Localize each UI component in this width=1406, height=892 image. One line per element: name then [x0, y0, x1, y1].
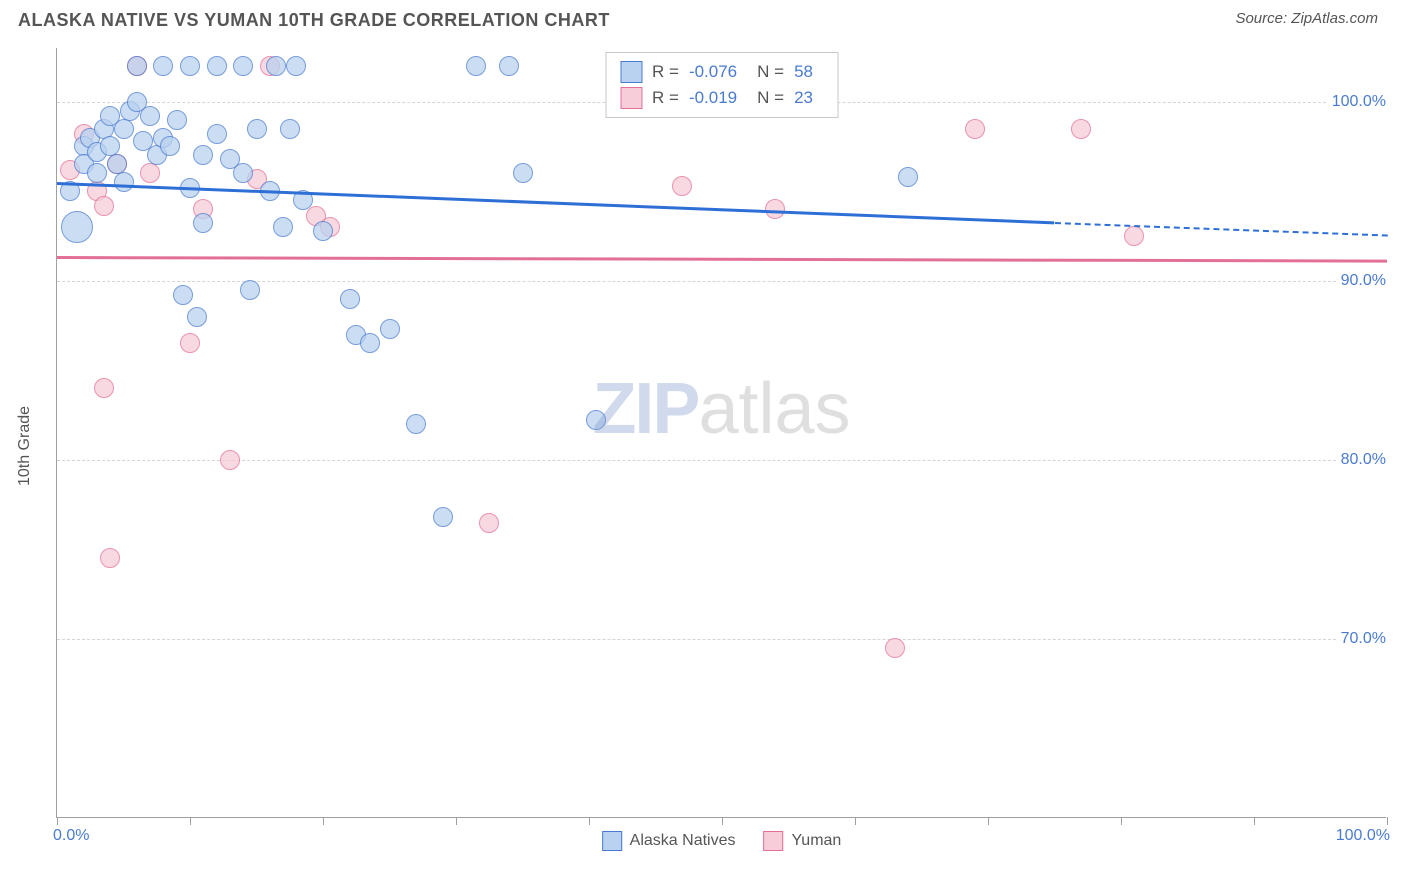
r-value-a: -0.076 [689, 62, 737, 82]
scatter-point-a [173, 285, 193, 305]
scatter-point-a [898, 167, 918, 187]
scatter-point-a [499, 56, 519, 76]
scatter-point-a [266, 56, 286, 76]
scatter-point-a [87, 163, 107, 183]
swatch-a-icon [602, 831, 622, 851]
r-value-b: -0.019 [689, 88, 737, 108]
scatter-point-a [180, 56, 200, 76]
scatter-point-a [466, 56, 486, 76]
scatter-point-a [193, 213, 213, 233]
y-tick-label: 90.0% [1337, 272, 1390, 290]
scatter-point-a [360, 333, 380, 353]
x-tick [855, 817, 856, 825]
scatter-point-a [240, 280, 260, 300]
gridline [57, 460, 1386, 461]
n-value-a: 58 [794, 62, 813, 82]
scatter-point-a [193, 145, 213, 165]
scatter-point-b [94, 196, 114, 216]
scatter-point-a [153, 56, 173, 76]
source-attribution: Source: ZipAtlas.com [1235, 10, 1378, 27]
scatter-point-a [140, 106, 160, 126]
x-tick [323, 817, 324, 825]
swatch-a-icon [620, 61, 642, 83]
scatter-point-a [433, 507, 453, 527]
x-tick [1254, 817, 1255, 825]
scatter-point-a [114, 119, 134, 139]
y-tick-label: 70.0% [1337, 630, 1390, 648]
scatter-point-b [94, 378, 114, 398]
legend-item-b: Yuman [764, 831, 842, 851]
scatter-point-b [180, 333, 200, 353]
scatter-point-a [160, 136, 180, 156]
x-axis-min-label: 0.0% [53, 827, 89, 845]
scatter-point-b [220, 450, 240, 470]
y-axis-title: 10th Grade [16, 406, 34, 486]
y-tick-label: 80.0% [1337, 451, 1390, 469]
x-axis-max-label: 100.0% [1336, 827, 1390, 845]
x-tick [1387, 817, 1388, 825]
x-tick [57, 817, 58, 825]
legend-label-b: Yuman [792, 832, 842, 850]
scatter-point-b [1124, 226, 1144, 246]
scatter-point-b [1071, 119, 1091, 139]
trendline-b [57, 256, 1387, 263]
x-tick [456, 817, 457, 825]
scatter-point-a [247, 119, 267, 139]
watermark: ZIPatlas [592, 368, 850, 450]
chart-title: ALASKA NATIVE VS YUMAN 10TH GRADE CORREL… [18, 10, 610, 31]
legend-item-a: Alaska Natives [602, 831, 736, 851]
scatter-point-b [672, 176, 692, 196]
scatter-point-a [340, 289, 360, 309]
scatter-point-a [273, 217, 293, 237]
scatter-point-a [280, 119, 300, 139]
gridline [57, 639, 1386, 640]
series-legend: Alaska Natives Yuman [602, 831, 842, 851]
x-tick [722, 817, 723, 825]
y-tick-label: 100.0% [1328, 93, 1390, 111]
trendline-a-extrapolated [1054, 222, 1387, 237]
scatter-point-a [207, 56, 227, 76]
x-tick [1121, 817, 1122, 825]
x-tick [988, 817, 989, 825]
scatter-point-b [100, 548, 120, 568]
scatter-point-a [114, 172, 134, 192]
legend-label-a: Alaska Natives [630, 832, 736, 850]
scatter-point-b [479, 513, 499, 533]
scatter-point-a [513, 163, 533, 183]
scatter-point-a [167, 110, 187, 130]
swatch-b-icon [620, 87, 642, 109]
swatch-b-icon [764, 831, 784, 851]
scatter-point-a [207, 124, 227, 144]
scatter-point-b [140, 163, 160, 183]
scatter-point-a [380, 319, 400, 339]
scatter-point-a [286, 56, 306, 76]
stats-legend-row-a: R = -0.076 N = 58 [620, 59, 823, 85]
scatter-point-a [586, 410, 606, 430]
stats-legend-row-b: R = -0.019 N = 23 [620, 85, 823, 111]
n-value-b: 23 [794, 88, 813, 108]
chart-plot-area: ZIPatlas R = -0.076 N = 58 R = -0.019 N … [56, 48, 1386, 818]
x-tick [589, 817, 590, 825]
stats-legend: R = -0.076 N = 58 R = -0.019 N = 23 [605, 52, 838, 118]
scatter-point-b [885, 638, 905, 658]
scatter-point-a [233, 163, 253, 183]
x-tick [190, 817, 191, 825]
scatter-point-a [406, 414, 426, 434]
scatter-point-a [313, 221, 333, 241]
scatter-point-a [233, 56, 253, 76]
scatter-point-b [965, 119, 985, 139]
scatter-point-a [187, 307, 207, 327]
scatter-point-a [61, 211, 93, 243]
scatter-point-a [127, 56, 147, 76]
